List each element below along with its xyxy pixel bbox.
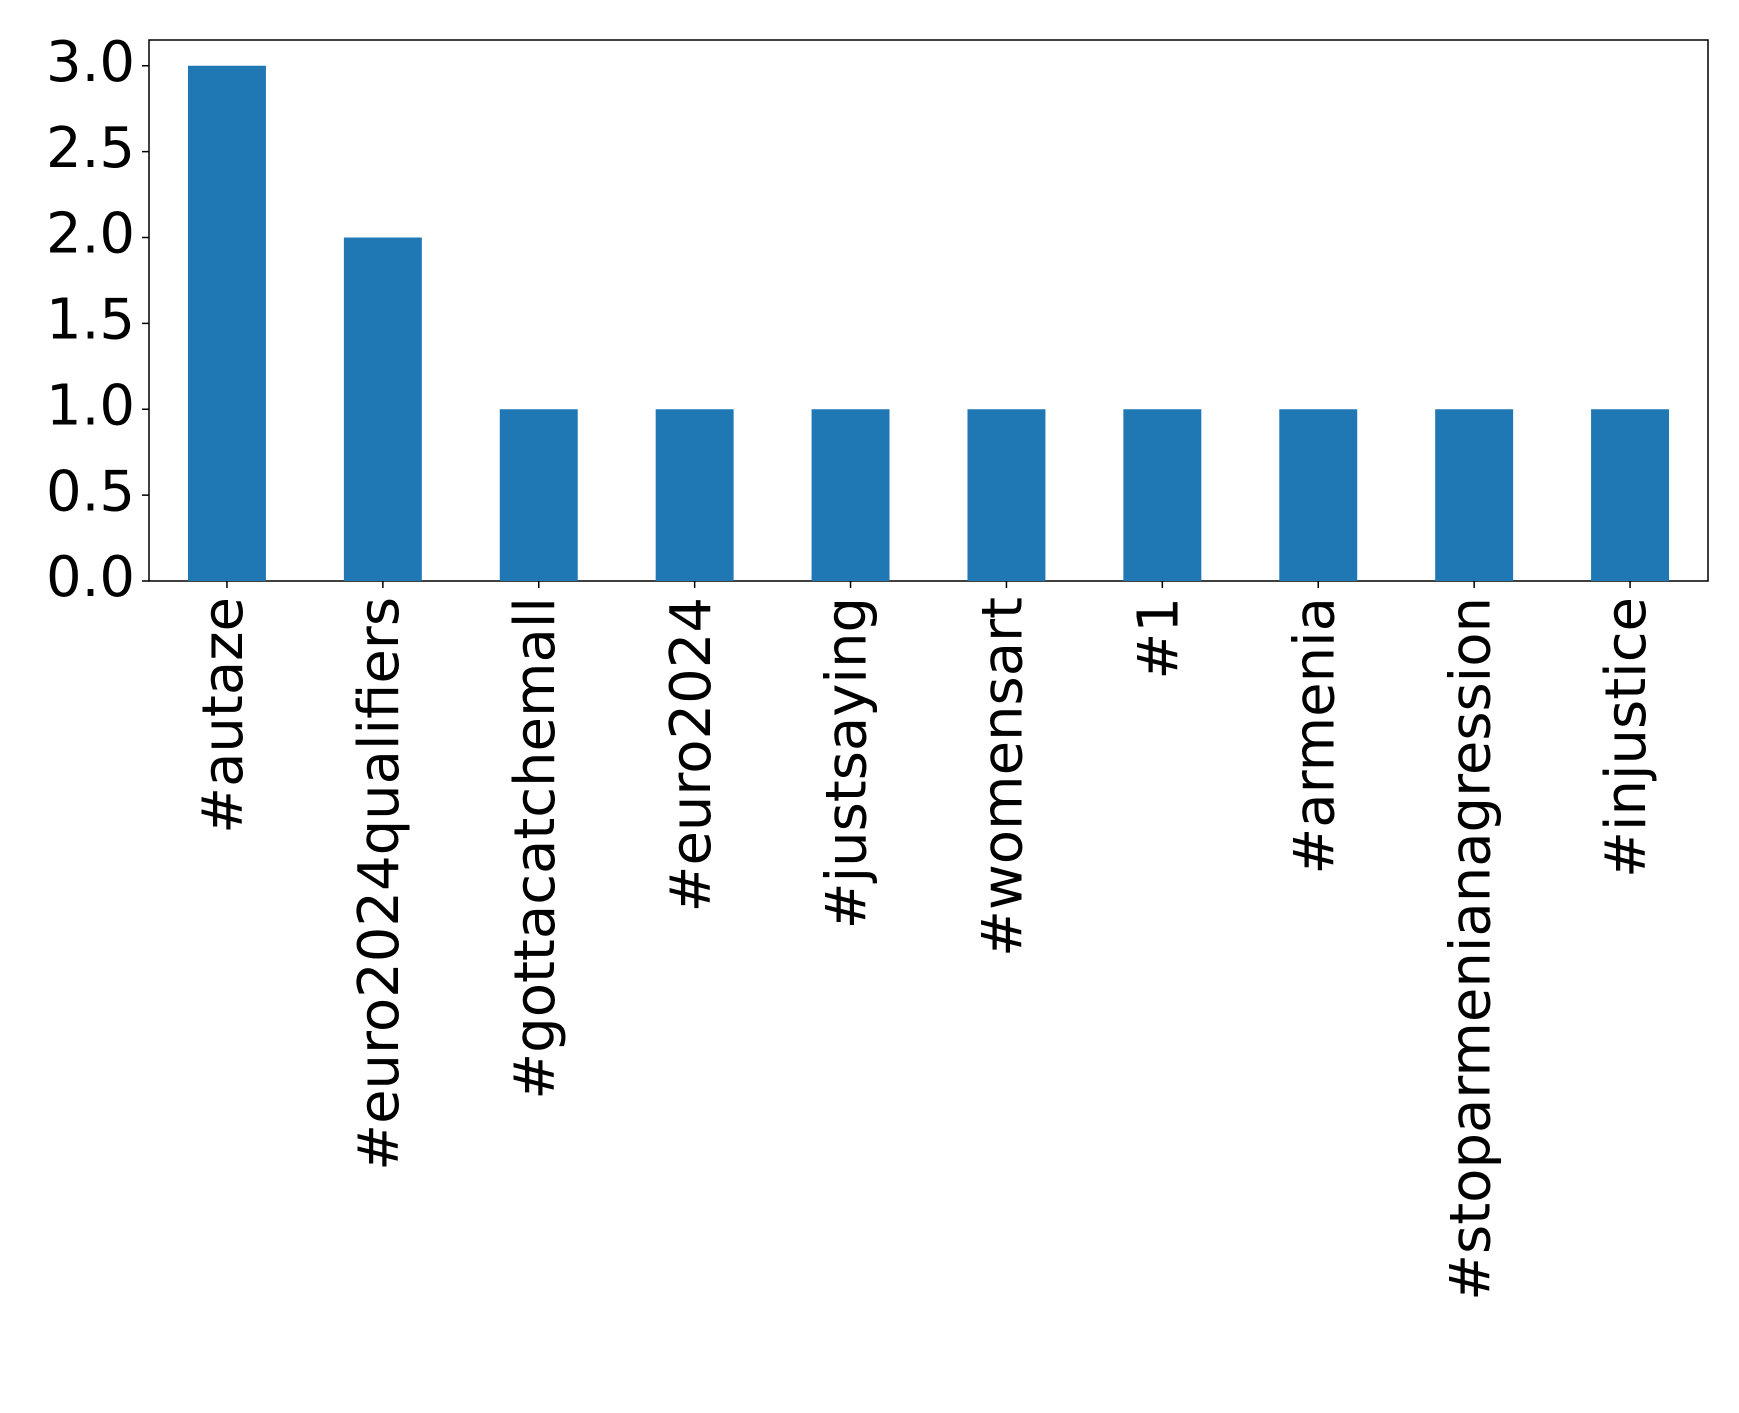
bar	[655, 409, 734, 581]
x-tick-label: #justsaying	[815, 597, 880, 929]
x-tick-label: #stoparmenianagression	[1438, 597, 1503, 1301]
bar	[967, 409, 1046, 581]
x-tick-label: #autaze	[191, 597, 256, 834]
y-tick-label: 1.0	[46, 373, 135, 438]
x-tick-label: #womensart	[971, 597, 1036, 957]
x-tick-label: #euro2024	[659, 597, 724, 912]
y-tick-label: 0.5	[46, 459, 135, 524]
y-tick-label: 2.5	[46, 116, 135, 181]
bar	[811, 409, 890, 581]
bar	[1279, 409, 1358, 581]
x-tick-label: #1	[1126, 597, 1191, 680]
bar	[499, 409, 578, 581]
y-tick-label: 0.0	[46, 545, 135, 610]
bar	[1435, 409, 1514, 581]
x-tick-label: #gottacatchemall	[503, 597, 568, 1100]
y-tick-label: 1.5	[46, 288, 135, 353]
y-tick-label: 3.0	[46, 30, 135, 95]
axes-frame	[148, 39, 1709, 582]
bar	[187, 65, 266, 581]
y-tick-label: 2.0	[46, 202, 135, 267]
x-tick-label: #injustice	[1594, 597, 1659, 878]
bar	[1591, 409, 1670, 581]
bar	[343, 237, 422, 581]
x-tick-label: #armenia	[1282, 597, 1347, 875]
bar	[1123, 409, 1202, 581]
x-tick-label: #euro2024qualifiers	[347, 597, 412, 1171]
